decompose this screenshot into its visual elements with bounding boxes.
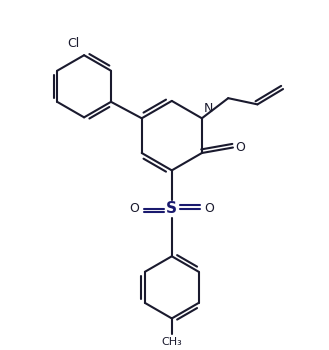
Text: CH₃: CH₃ [162, 337, 182, 347]
Text: Cl: Cl [67, 37, 80, 50]
Text: O: O [129, 202, 139, 215]
Text: O: O [235, 141, 245, 154]
Text: S: S [166, 201, 177, 216]
Text: O: O [205, 202, 215, 215]
Text: N: N [204, 102, 213, 114]
